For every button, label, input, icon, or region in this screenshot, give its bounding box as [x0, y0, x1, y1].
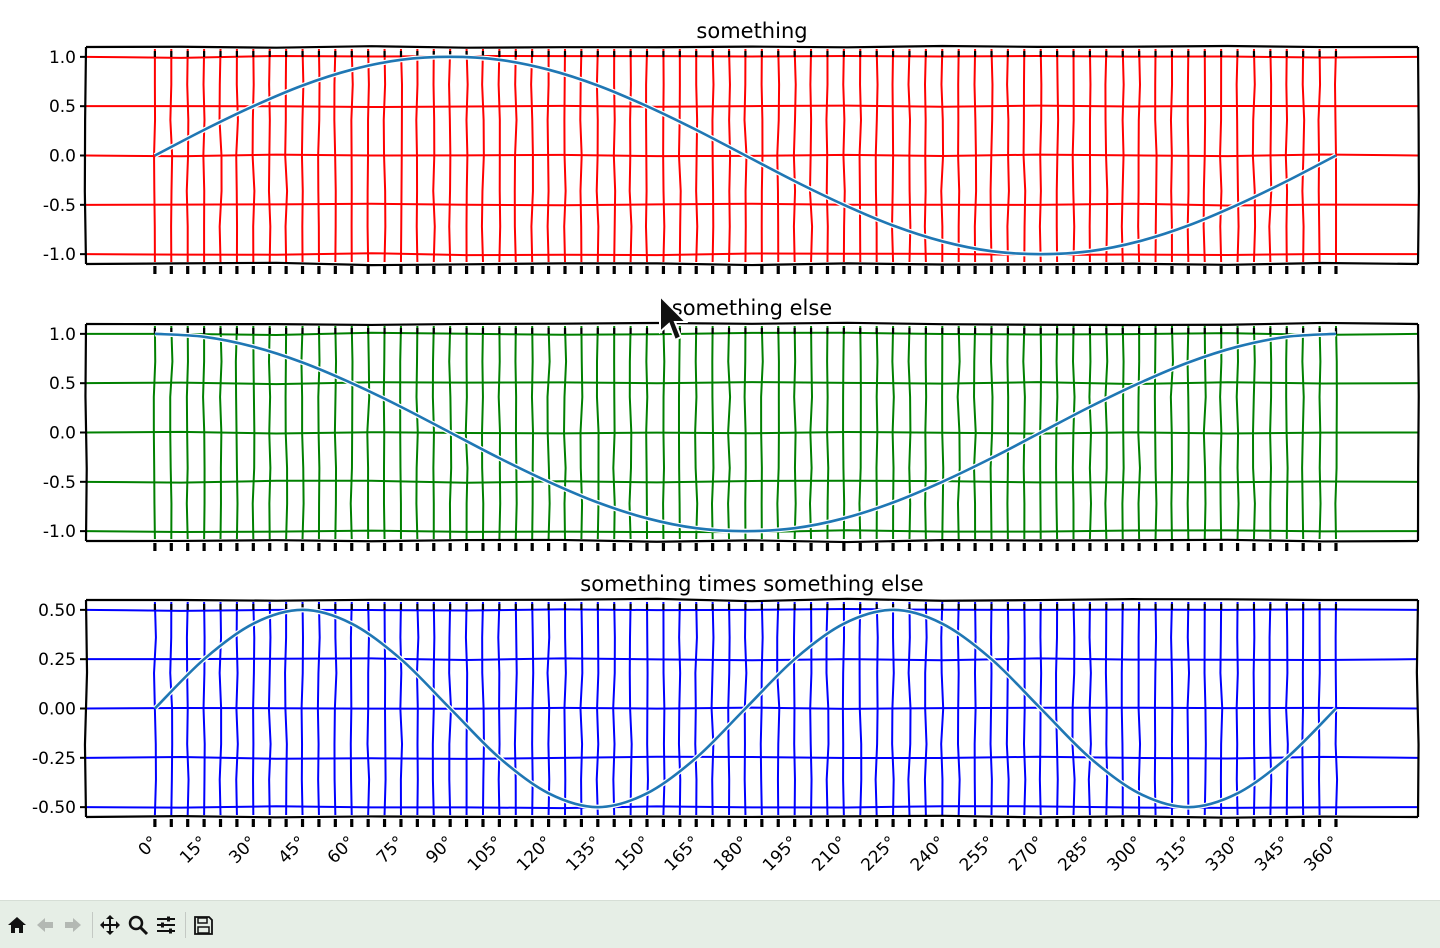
zoom-button[interactable]	[125, 912, 151, 938]
axes-frame	[84, 321, 1420, 544]
x-tick-label: 15°	[176, 832, 211, 867]
grid-lines	[85, 601, 1419, 816]
y-tick-label: 0.0	[49, 147, 76, 167]
x-tick-label: 315°	[1153, 832, 1196, 875]
save-button[interactable]	[190, 912, 216, 938]
figure-canvas: something 1.0 0.5 0.0 -0.5 -1.0 something els…	[32, 19, 1420, 875]
zoom-magnifier-icon	[128, 915, 149, 935]
x-tick-label: 165°	[661, 832, 704, 875]
y-tick-label: -0.50	[32, 798, 76, 818]
x-tick-label: 270°	[1005, 832, 1048, 875]
grid-line-horizontal	[85, 331, 1419, 336]
x-tick-marks	[153, 604, 1338, 827]
x-tick-label: 105°	[464, 832, 507, 875]
forward-arrow-icon	[65, 917, 81, 932]
x-tick-label: 255°	[956, 832, 999, 875]
x-tick-label: 285°	[1054, 832, 1097, 875]
y-tick-label: -1.0	[43, 245, 76, 265]
home-icon	[8, 916, 26, 933]
x-tick-label: 240°	[907, 832, 950, 875]
subplot-something-times-something-else[interactable]: something times something else0.500.250.…	[32, 572, 1420, 875]
x-tick-label: 90°	[422, 832, 457, 867]
y-tick-label: -0.25	[32, 749, 76, 769]
y-tick-label: 0.5	[49, 374, 76, 394]
grid-line-horizontal	[85, 479, 1419, 484]
configure-subplots-icon	[157, 916, 175, 933]
pan-button[interactable]	[97, 912, 123, 938]
x-tick-label: 360°	[1300, 832, 1343, 875]
forward-button[interactable]	[60, 912, 86, 938]
x-tick-label: 300°	[1104, 832, 1147, 875]
x-tick-label: 210°	[808, 832, 851, 875]
chart-title: something else	[672, 296, 832, 320]
grid-line-horizontal	[85, 252, 1419, 257]
y-tick-label: -0.5	[43, 196, 76, 216]
chart-title: something times something else	[580, 572, 923, 596]
grid-line-horizontal	[85, 430, 1419, 435]
y-tick-label: 0.25	[38, 650, 76, 670]
grid-lines	[85, 48, 1419, 263]
toolbar-separator	[185, 911, 186, 938]
y-tick-label: 1.0	[49, 48, 76, 68]
x-tick-label: 45°	[275, 832, 310, 867]
x-tick-label: 135°	[562, 832, 605, 875]
chart-title: something	[696, 19, 807, 43]
x-tick-marks	[153, 328, 1338, 551]
pan-move-icon	[100, 914, 120, 935]
back-button[interactable]	[32, 912, 58, 938]
grid-line-horizontal	[85, 755, 1419, 760]
configure-subplots-button[interactable]	[153, 912, 179, 938]
navigation-toolbar	[0, 900, 1440, 948]
y-tick-label: 0.00	[38, 700, 76, 720]
y-tick-label: 1.0	[49, 325, 76, 345]
x-tick-label: 150°	[611, 832, 654, 875]
x-tick-label: 180°	[710, 832, 753, 875]
toolbar-separator	[92, 911, 93, 938]
y-tick-label: 0.0	[49, 424, 76, 444]
grid-line-horizontal	[85, 104, 1419, 109]
x-tick-label: 30°	[225, 832, 260, 867]
y-axis: 0.50 0.25 0.00 -0.25 -0.50	[32, 601, 86, 818]
subplot-something[interactable]: something 1.0 0.5 0.0 -0.5 -1.0	[43, 19, 1420, 274]
subplot-something-else[interactable]: something else 1.0 0.5 0.0 -0.5 -1.0	[43, 296, 1420, 551]
save-disk-icon	[194, 915, 213, 935]
x-tick-label: 75°	[373, 832, 408, 867]
x-tick-label: 330°	[1202, 832, 1245, 875]
x-tick-label: 0°	[135, 832, 163, 860]
grid-line-horizontal	[85, 657, 1419, 662]
x-tick-label: 345°	[1251, 832, 1294, 875]
x-tick-label: 60°	[324, 832, 359, 867]
x-tick-label: 120°	[513, 832, 556, 875]
back-arrow-icon	[37, 917, 53, 932]
x-tick-label: 225°	[858, 832, 901, 875]
grid-line-horizontal	[85, 202, 1419, 207]
x-axis: 0° 15° 30° 45° 60° 75° 90° 105° 120° 135° 150° 165°…	[135, 832, 1344, 875]
grid-line-horizontal	[85, 706, 1419, 710]
home-button[interactable]	[4, 912, 30, 938]
y-axis: 1.0 0.5 0.0 -0.5 -1.0	[43, 48, 86, 265]
y-tick-label: 0.5	[49, 97, 76, 117]
y-tick-label: 0.50	[38, 601, 76, 621]
x-tick-marks	[153, 51, 1338, 274]
y-tick-label: -0.5	[43, 473, 76, 493]
y-tick-label: -1.0	[43, 522, 76, 542]
grid-line-horizontal	[85, 54, 1419, 59]
grid-line-horizontal	[85, 153, 1419, 158]
y-axis: 1.0 0.5 0.0 -0.5 -1.0	[43, 325, 86, 542]
grid-line-horizontal	[85, 381, 1419, 386]
x-tick-label: 195°	[759, 832, 802, 875]
